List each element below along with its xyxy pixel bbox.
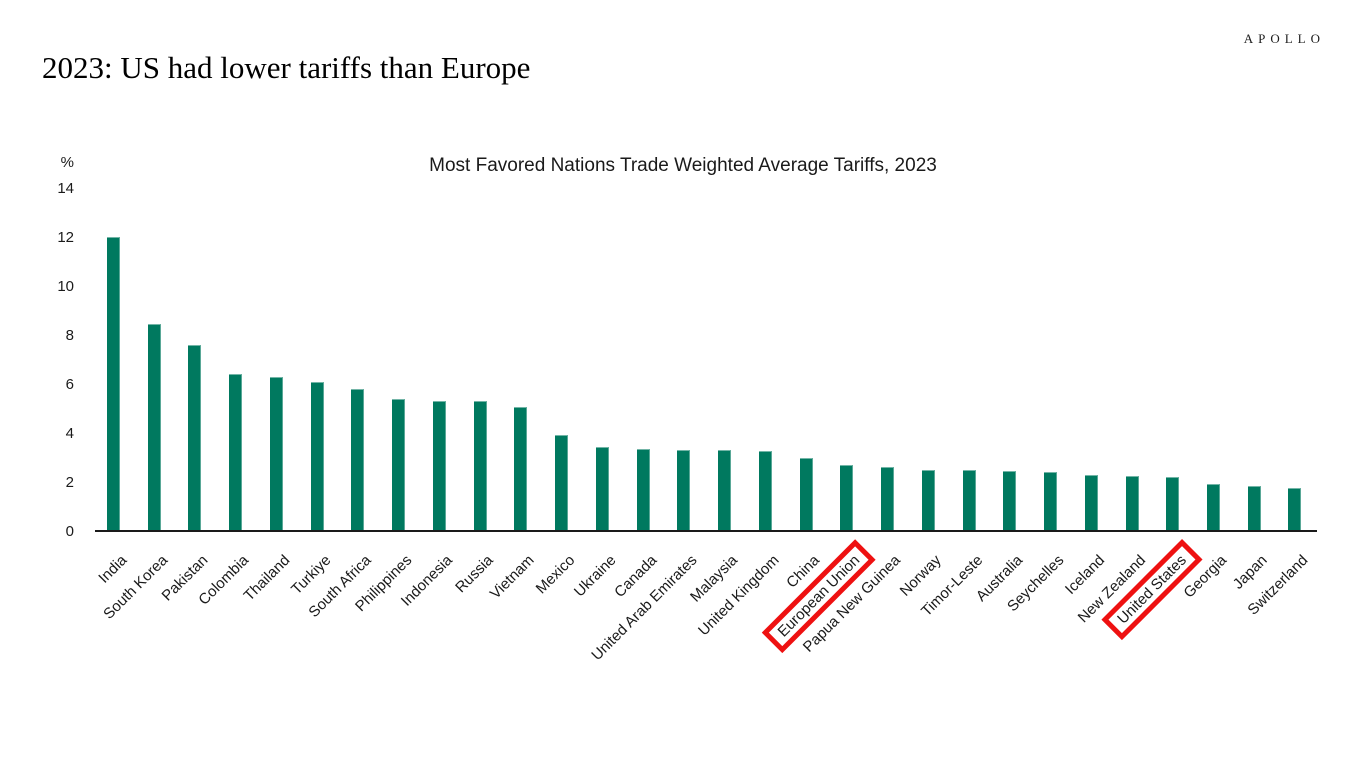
bar (188, 344, 202, 531)
bar (473, 401, 487, 531)
bar (595, 446, 609, 531)
bar (799, 457, 813, 531)
bar (1206, 484, 1220, 531)
x-axis-line (95, 530, 1317, 532)
bar (1288, 488, 1302, 531)
y-axis-unit-label: % (60, 154, 74, 171)
bar (758, 451, 772, 531)
y-axis-tick: 10 (57, 278, 74, 296)
y-axis-tick: 4 (65, 425, 74, 443)
bar (1044, 472, 1058, 531)
bar (1166, 477, 1180, 531)
bar (392, 398, 406, 531)
bar (636, 448, 650, 531)
bar (514, 407, 528, 531)
y-axis-tick: 8 (65, 327, 74, 345)
bar (147, 324, 161, 531)
bar (840, 464, 854, 531)
bar (269, 376, 283, 531)
bar (677, 450, 691, 531)
y-axis-tick: 0 (65, 523, 74, 540)
bar (351, 388, 365, 531)
page-title: 2023: US had lower tariffs than Europe (42, 50, 531, 85)
y-axis-tick: 2 (65, 474, 74, 492)
bar (107, 237, 120, 531)
bar (229, 374, 243, 531)
bar (555, 435, 569, 531)
bar (1247, 485, 1261, 531)
chart-title: Most Favored Nations Trade Weighted Aver… (429, 155, 937, 176)
bar (310, 381, 324, 531)
bar (1084, 474, 1098, 531)
bar (432, 401, 446, 531)
bar (1003, 470, 1017, 531)
bar (962, 469, 976, 531)
bar (1125, 475, 1139, 531)
y-axis-tick: 6 (65, 376, 74, 394)
bar (718, 450, 732, 531)
apollo-logo: APOLLO (1243, 31, 1325, 46)
bar (881, 467, 895, 531)
y-axis-tick: 12 (57, 229, 74, 247)
bar (921, 469, 935, 531)
y-axis-tick: 14 (57, 180, 74, 198)
